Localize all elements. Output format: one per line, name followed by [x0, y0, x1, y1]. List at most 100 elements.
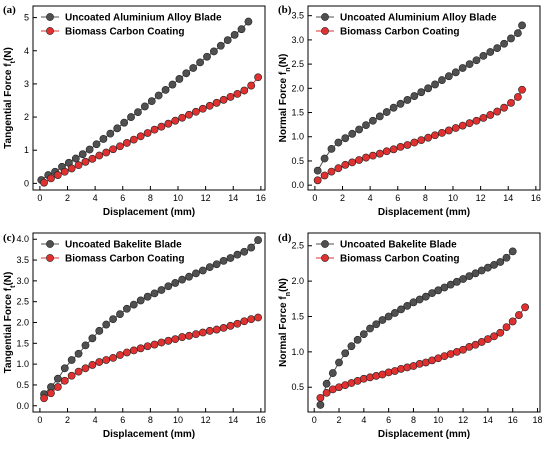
- panel-tag-a: (a): [3, 4, 16, 16]
- data-point: [53, 171, 62, 179]
- data-point: [233, 319, 242, 328]
- data-point: [514, 93, 522, 101]
- y-tick-label: 2.5: [16, 297, 29, 307]
- data-point: [74, 367, 83, 376]
- x-axis-label: Displacement (mm): [378, 429, 470, 440]
- data-point: [438, 76, 446, 84]
- legend-label: Uncoated Bakelite Blade: [65, 240, 182, 251]
- data-point: [508, 317, 517, 326]
- data-point: [192, 107, 200, 116]
- legend-marker: [321, 27, 329, 35]
- data-point: [219, 324, 228, 332]
- data-point: [74, 161, 83, 170]
- x-axis-label: Displacement (mm): [103, 429, 195, 440]
- chart-panel-1: 0 2 4 6 8 10 12 14 16 0.0 0.5 1.0 1.5 2.0 2.5 3.0 3.5 Dis…: [278, 5, 541, 218]
- y-axis-label-unit: (N): [278, 278, 289, 292]
- data-point: [508, 247, 517, 256]
- data-point: [362, 153, 370, 162]
- x-tick-label: 8: [411, 415, 416, 425]
- data-point: [150, 125, 159, 134]
- data-point: [95, 358, 104, 366]
- data-point: [113, 124, 122, 133]
- legend-marker: [46, 27, 54, 35]
- data-point: [397, 305, 405, 314]
- data-point: [81, 341, 90, 350]
- data-point: [500, 103, 508, 112]
- data-point: [396, 143, 405, 151]
- x-tick-label: 2: [65, 415, 70, 425]
- y-axis-label-subscript: n: [285, 68, 292, 72]
- data-point: [109, 315, 117, 324]
- data-point: [109, 145, 117, 154]
- data-point: [341, 349, 350, 358]
- x-tick-label: 8: [148, 415, 153, 425]
- data-point: [421, 292, 430, 301]
- data-point: [53, 374, 62, 383]
- y-axis-label-subscript: t: [10, 60, 17, 63]
- data-point: [403, 141, 412, 149]
- data-point: [175, 75, 184, 83]
- plot-frame: [32, 5, 266, 191]
- x-tick-label: 12: [458, 415, 468, 425]
- x-axis-label: Displacement (mm): [378, 207, 470, 218]
- data-point: [493, 44, 502, 53]
- data-point: [438, 128, 446, 137]
- data-point: [47, 389, 55, 398]
- data-point: [390, 309, 399, 317]
- data-point: [219, 95, 228, 104]
- data-point: [320, 171, 329, 180]
- data-point: [198, 266, 207, 275]
- data-point: [479, 51, 488, 60]
- data-point: [60, 167, 69, 176]
- data-point: [168, 80, 177, 89]
- data-point: [164, 336, 173, 345]
- data-point: [254, 73, 262, 82]
- data-point: [247, 315, 256, 324]
- data-point: [88, 334, 97, 343]
- x-tick-label: 6: [386, 415, 391, 425]
- data-point: [514, 29, 522, 38]
- data-point: [384, 312, 393, 321]
- data-point: [147, 97, 156, 106]
- data-point: [410, 92, 419, 100]
- data-point: [198, 328, 207, 337]
- data-point: [134, 108, 142, 116]
- y-tick-label: 0.0: [291, 180, 304, 190]
- chart-panel-3: 0 2 4 6 8 10 12 14 16 18 0.5 1.0 1.5 2.0 2.5 Displaceme…: [278, 232, 543, 440]
- x-tick-label: 0: [312, 415, 317, 425]
- data-point: [129, 346, 138, 355]
- y-tick-label: 1: [24, 145, 29, 155]
- y-tick-label: 4: [24, 46, 29, 56]
- legend-label: Biomass Carbon Coating: [340, 27, 459, 38]
- data-point: [136, 296, 145, 305]
- x-tick-label: 6: [120, 415, 125, 425]
- data-point: [143, 342, 152, 351]
- data-point: [203, 52, 211, 61]
- data-point: [154, 91, 163, 100]
- y-tick-label: 1.0: [291, 347, 304, 357]
- x-tick-label: 16: [531, 193, 541, 203]
- y-tick-label: 2.0: [291, 83, 304, 93]
- data-point: [143, 129, 152, 137]
- data-point: [348, 158, 357, 167]
- data-point: [189, 64, 198, 72]
- data-point: [518, 85, 526, 94]
- data-point: [88, 154, 97, 163]
- data-point: [244, 17, 253, 26]
- x-tick-label: 0: [312, 193, 317, 203]
- data-point: [71, 154, 80, 163]
- data-point: [102, 356, 111, 364]
- legend-label: Uncoated Aluminium Alloy Blade: [340, 13, 497, 24]
- data-point: [375, 112, 384, 121]
- data-point: [322, 388, 331, 397]
- data-point: [74, 349, 83, 358]
- data-point: [92, 140, 101, 149]
- panel-tag-b: (b): [278, 4, 292, 16]
- y-axis-label-unit: (N): [3, 47, 14, 61]
- y-tick-label: 2.5: [291, 241, 304, 251]
- data-point: [123, 304, 131, 313]
- y-tick-label: 1.0: [291, 132, 304, 142]
- data-point: [320, 154, 329, 163]
- x-tick-label: 8: [423, 193, 428, 203]
